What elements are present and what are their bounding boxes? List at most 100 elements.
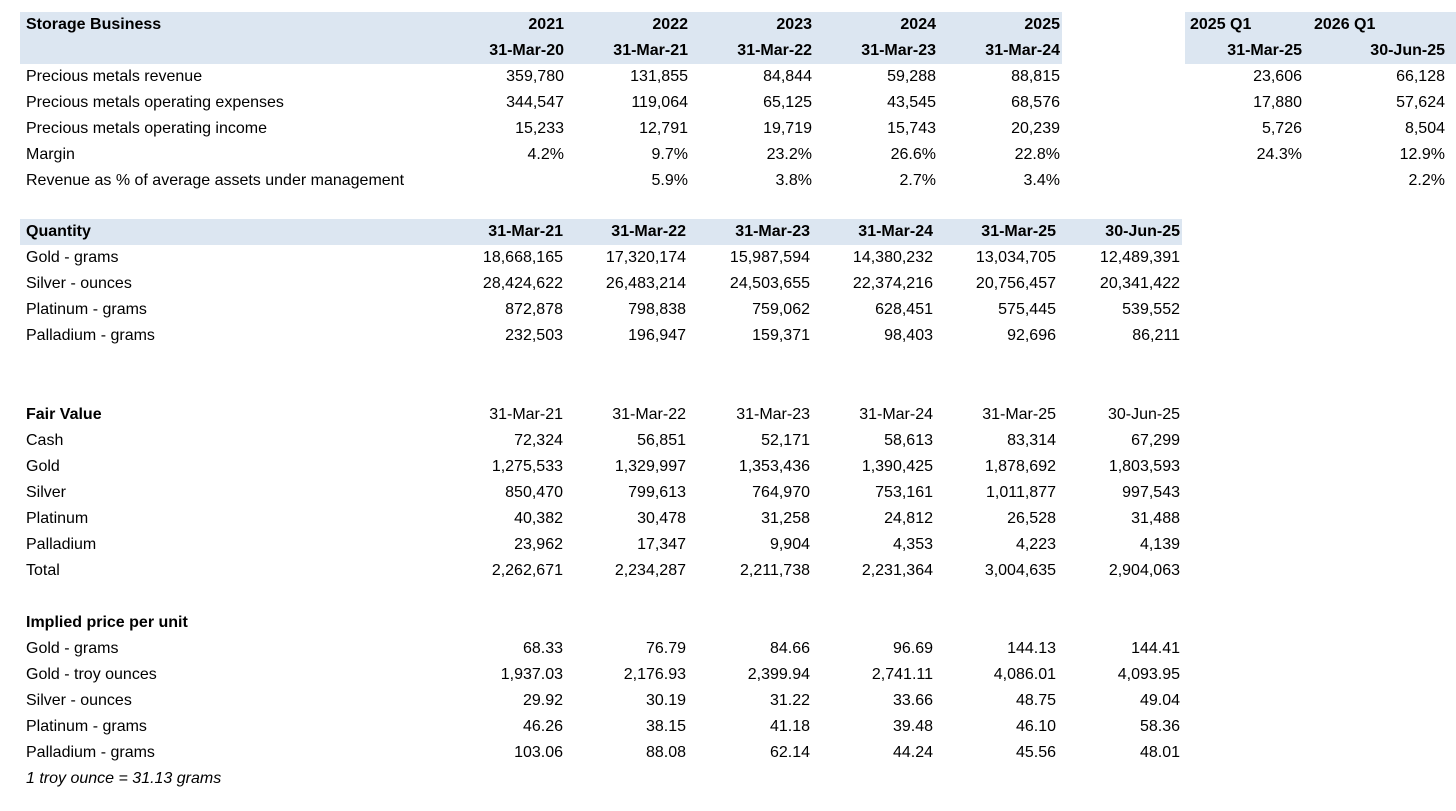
date-header: 31-Mar-24 [859, 406, 933, 423]
fair-value-header-row: Fair Value 31-Mar-21 31-Mar-22 31-Mar-23… [20, 402, 1182, 428]
cell-value: 22,374,216 [852, 275, 933, 292]
cell-value: 30,478 [637, 510, 686, 527]
cell-value: 2.7% [899, 172, 936, 189]
cell-value [442, 168, 566, 194]
cell-value: 28,424,622 [482, 275, 563, 292]
cell-value: 144.41 [1131, 640, 1180, 657]
date-header: 31-Mar-25 [982, 406, 1056, 423]
row-label: Gold [26, 458, 60, 475]
cell-value: 15,233 [515, 120, 564, 137]
cell-value: 4,353 [892, 536, 933, 553]
cell-value: 58.36 [1139, 718, 1180, 735]
storage-data-row: Precious metals revenue 359,780 131,855 … [20, 64, 1456, 90]
cell-value: 76.79 [645, 640, 686, 657]
quantity-data-row: Silver - ounces 28,424,622 26,483,214 24… [20, 271, 1182, 297]
storage-data-row: Margin 4.2% 9.7% 23.2% 26.6% 22.8% 24.3%… [20, 142, 1456, 168]
row-label: Precious metals revenue [26, 68, 203, 85]
date-header: 31-Mar-22 [612, 406, 686, 423]
cell-value: 997,543 [1122, 484, 1180, 501]
cell-value: 2,262,671 [491, 562, 563, 579]
cell-value: 24,812 [884, 510, 933, 527]
cell-value: 30.19 [645, 692, 686, 709]
cell-value: 2,741.11 [871, 666, 933, 683]
quarter-date-header: 30-Jun-25 [1310, 38, 1456, 64]
fair-value-data-row: Platinum 40,382 30,478 31,258 24,812 26,… [20, 506, 1182, 532]
row-label: Total [26, 562, 60, 579]
fair-value-data-row: Palladium 23,962 17,347 9,904 4,353 4,22… [20, 532, 1182, 558]
storage-data-row: Precious metals operating expenses 344,5… [20, 90, 1456, 116]
footnote-row: 1 troy ounce = 31.13 grams [20, 766, 1182, 792]
troy-ounce-footnote: 1 troy ounce = 31.13 grams [26, 770, 222, 787]
cell-value: 18,668,165 [482, 249, 563, 266]
cell-value: 575,445 [998, 301, 1056, 318]
row-label: Palladium - grams [26, 744, 155, 761]
implied-price-table: Implied price per unit Gold - grams 68.3… [20, 610, 1182, 792]
cell-value: 39.48 [892, 718, 933, 735]
year-header: 2021 [442, 12, 566, 38]
cell-value: 539,552 [1122, 301, 1180, 318]
cell-value: 2,211,738 [740, 562, 810, 579]
cell-value: 48.01 [1139, 744, 1180, 761]
implied-price-section-title: Implied price per unit [26, 614, 188, 631]
spacer-cell [1062, 38, 1185, 64]
cell-value: 13,034,705 [975, 249, 1056, 266]
cell-value: 86,211 [1132, 327, 1180, 344]
spacer-cell [1062, 90, 1185, 116]
cell-value: 159,371 [752, 327, 810, 344]
row-label: Silver - ounces [26, 692, 132, 709]
fair-value-table: Fair Value 31-Mar-21 31-Mar-22 31-Mar-23… [20, 402, 1182, 584]
cell-value: 67,299 [1131, 432, 1180, 449]
implied-price-data-row: Gold - troy ounces 1,937.03 2,176.93 2,3… [20, 662, 1182, 688]
cell-value: 22.8% [1014, 146, 1060, 163]
cell-value: 359,780 [506, 68, 564, 85]
quarter-date-header: 31-Mar-25 [1185, 38, 1310, 64]
date-header: 30-Jun-25 [1058, 219, 1182, 245]
cell-value: 1,803,593 [1108, 458, 1180, 475]
cell-value: 1,390,425 [861, 458, 933, 475]
quantity-table: Quantity 31-Mar-21 31-Mar-22 31-Mar-23 3… [20, 219, 1182, 349]
year-header: 2022 [566, 12, 690, 38]
date-header: 31-Mar-23 [688, 219, 812, 245]
fair-value-data-row: Gold 1,275,533 1,329,997 1,353,436 1,390… [20, 454, 1182, 480]
row-label: Precious metals operating income [26, 120, 268, 137]
fair-value-data-row: Cash 72,324 56,851 52,171 58,613 83,314 … [20, 428, 1182, 454]
storage-section-title: Storage Business [20, 12, 442, 38]
row-label: Cash [26, 432, 64, 449]
cell-value: 119,064 [631, 94, 688, 111]
cell-value: 14,380,232 [852, 249, 933, 266]
cell-value: 753,161 [875, 484, 933, 501]
implied-price-data-row: Platinum - grams 46.26 38.15 41.18 39.48… [20, 714, 1182, 740]
storage-date-header-row: 31-Mar-20 31-Mar-21 31-Mar-22 31-Mar-23 … [20, 38, 1456, 64]
cell-value: 24,503,655 [729, 275, 810, 292]
spacer-cell [1062, 64, 1185, 90]
cell-value: 59,288 [887, 68, 936, 85]
fair-value-section-title: Fair Value [26, 406, 102, 423]
cell-value: 26.6% [890, 146, 936, 163]
cell-value: 17,320,174 [605, 249, 686, 266]
quarter-cell-value: 66,128 [1396, 68, 1445, 85]
date-header: 31-Mar-24 [812, 219, 935, 245]
cell-value: 20,756,457 [975, 275, 1056, 292]
quarter-cell-value: 2.2% [1408, 172, 1445, 189]
quarter-cell-value [1185, 168, 1310, 194]
storage-data-row: Revenue as % of average assets under man… [20, 168, 1456, 194]
cell-value: 628,451 [875, 301, 933, 318]
cell-value: 84.66 [769, 640, 810, 657]
cell-value: 44.24 [892, 744, 933, 761]
fair-value-data-row: Silver 850,470 799,613 764,970 753,161 1… [20, 480, 1182, 506]
cell-value: 344,547 [506, 94, 564, 111]
cell-value: 83,314 [1007, 432, 1056, 449]
quarter-cell-value: 17,880 [1253, 94, 1302, 111]
cell-value: 5.9% [651, 172, 688, 189]
storage-business-table: Storage Business 2021 2022 2023 2024 202… [20, 12, 1456, 194]
cell-value: 2,176.93 [623, 666, 686, 683]
date-header: 31-Mar-20 [442, 38, 566, 64]
cell-value: 4,086.01 [993, 666, 1056, 683]
quarter-cell-value: 24.3% [1256, 146, 1302, 163]
row-label: Platinum [26, 510, 89, 527]
cell-value: 798,838 [628, 301, 686, 318]
spacer-cell [1062, 142, 1185, 168]
cell-value: 12,791 [639, 120, 688, 137]
cell-value: 19,719 [763, 120, 812, 137]
year-header: 2023 [690, 12, 814, 38]
